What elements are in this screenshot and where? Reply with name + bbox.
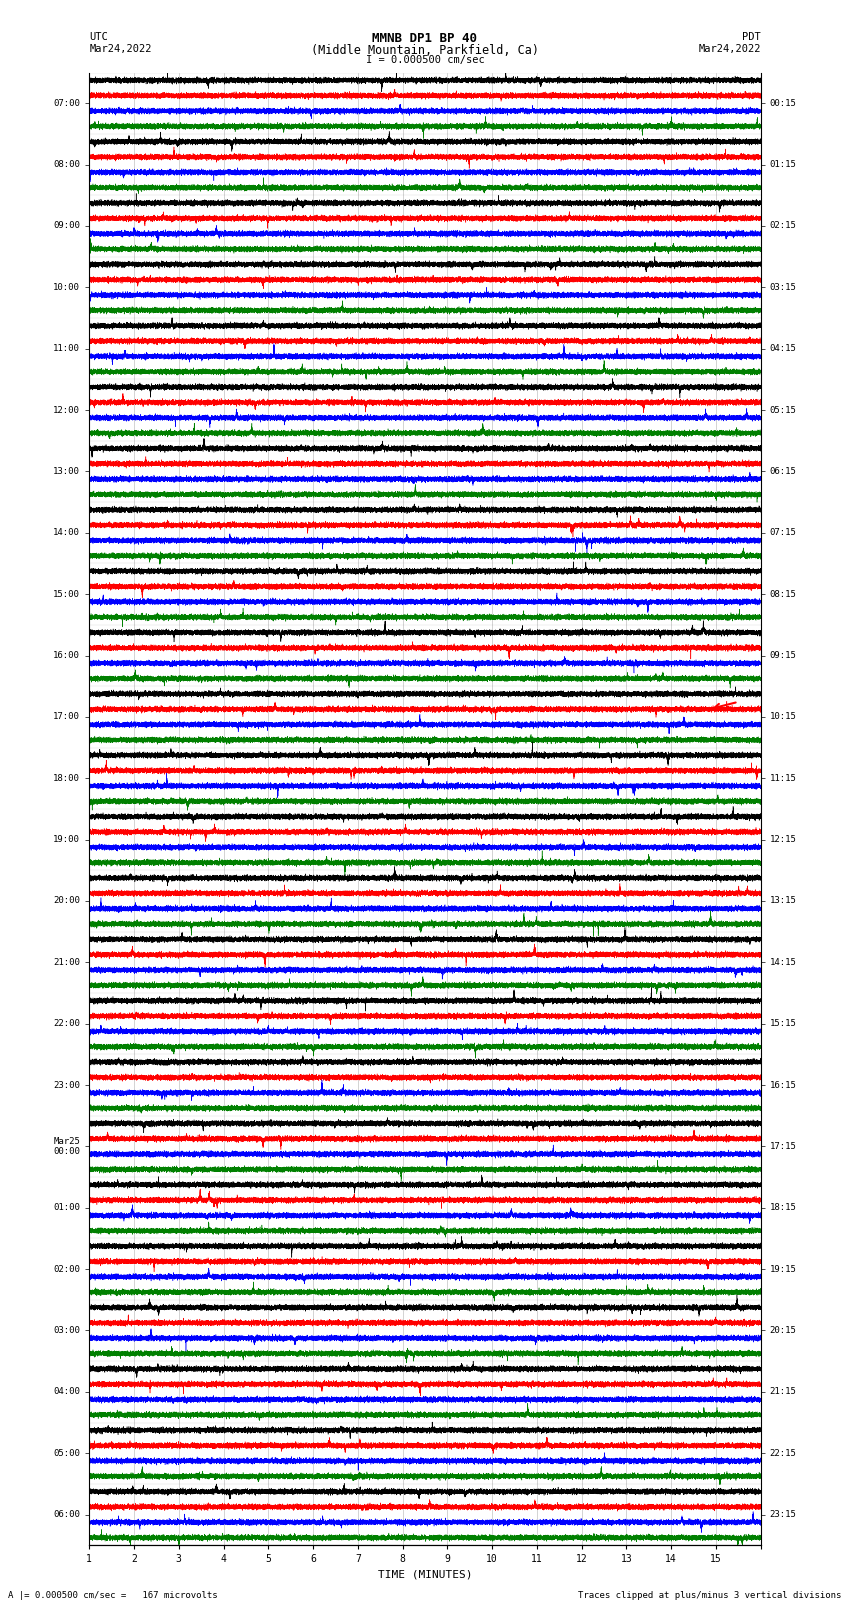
Text: Mar24,2022: Mar24,2022 xyxy=(89,44,152,53)
X-axis label: TIME (MINUTES): TIME (MINUTES) xyxy=(377,1569,473,1579)
Text: Mar24,2022: Mar24,2022 xyxy=(698,44,761,53)
Text: UTC: UTC xyxy=(89,32,108,42)
Text: MMNB DP1 BP 40: MMNB DP1 BP 40 xyxy=(372,32,478,45)
Text: PDT: PDT xyxy=(742,32,761,42)
Text: I = 0.000500 cm/sec: I = 0.000500 cm/sec xyxy=(366,55,484,65)
Text: (Middle Mountain, Parkfield, Ca): (Middle Mountain, Parkfield, Ca) xyxy=(311,44,539,56)
Text: A |= 0.000500 cm/sec =   167 microvolts: A |= 0.000500 cm/sec = 167 microvolts xyxy=(8,1590,218,1600)
Text: Traces clipped at plus/minus 3 vertical divisions: Traces clipped at plus/minus 3 vertical … xyxy=(578,1590,842,1600)
